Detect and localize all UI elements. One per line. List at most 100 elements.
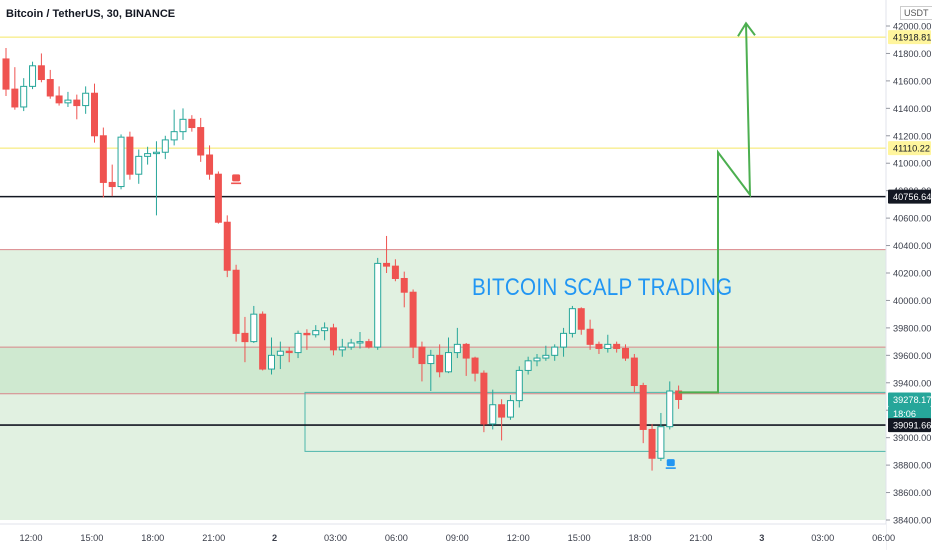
y-tick-label: 41200.00 (893, 131, 931, 141)
y-tick-label: 40600.00 (893, 214, 931, 224)
candle-body (639, 385, 647, 430)
candle-up (453, 327, 461, 359)
y-tick-label: 41800.00 (893, 49, 931, 59)
candle-up (268, 337, 275, 375)
symbol-title: Bitcoin / TetherUS, 30, BINANCE (6, 8, 176, 20)
candle-body (383, 262, 391, 267)
candle-body (82, 92, 90, 107)
price-label-yellow: 41918.81 (888, 30, 931, 45)
candle-down (55, 86, 63, 106)
candle-body (524, 360, 532, 371)
candle-body (613, 343, 621, 349)
candle-down (648, 423, 656, 471)
price-label-yellow: 41110.22 (888, 141, 931, 156)
candle-body (55, 95, 63, 104)
x-tick-label: 03:00 (811, 533, 834, 543)
sell-marker-icon (231, 174, 242, 185)
price-label-black: 39091.66 (888, 418, 931, 433)
price-label-countdown: 18:06 (888, 406, 931, 421)
y-tick-label: 38800.00 (893, 461, 931, 471)
price-label-text: 39278.17 (893, 395, 931, 405)
candle-down (46, 69, 54, 99)
candle-body (648, 428, 656, 459)
candle-body (259, 313, 267, 370)
candle-down (232, 264, 240, 342)
projection-path (678, 23, 752, 394)
candle-body (294, 332, 302, 354)
candle-down (383, 235, 391, 273)
candle-body (29, 65, 37, 87)
candle-body (135, 155, 143, 175)
candle-body (427, 354, 435, 365)
candle-up (356, 332, 364, 349)
candle-body (418, 346, 426, 365)
candle-body (630, 357, 638, 387)
candle-body (666, 390, 674, 428)
y-tick-label: 41600.00 (893, 76, 931, 86)
candle-up (524, 356, 532, 375)
candle-up (489, 389, 497, 430)
candle-body (37, 65, 45, 81)
candle-body (436, 354, 444, 373)
candle-body (91, 92, 98, 137)
x-tick-label: 18:00 (141, 533, 164, 543)
candle-down (126, 131, 134, 180)
candle-up (338, 338, 346, 357)
candle-down (206, 145, 214, 180)
x-tick-label: 12:00 (507, 533, 530, 543)
y-tick-label: 39600.00 (893, 351, 931, 361)
y-tick-label: 39800.00 (893, 323, 931, 333)
candle-body (595, 343, 603, 349)
candle-up (374, 257, 382, 350)
candle-body (268, 354, 275, 370)
y-tick-label: 40400.00 (893, 241, 931, 251)
candle-down (400, 271, 408, 308)
candle-body (506, 400, 514, 418)
candle-body (206, 154, 214, 175)
candle-body (152, 151, 160, 155)
price-label-bg (888, 141, 931, 156)
candle-body (471, 357, 479, 374)
candle-body (551, 346, 559, 356)
candle-down (586, 319, 594, 350)
price-label-current: 39278.17 (888, 392, 931, 407)
candle-up (347, 338, 355, 350)
candle-body (285, 350, 293, 354)
candle-body (453, 343, 461, 354)
candle-up (179, 108, 187, 140)
candle-body (409, 291, 417, 348)
candle-body (338, 346, 346, 351)
arrow-head-icon (737, 21, 756, 37)
price-label-bg (888, 418, 931, 433)
y-tick-label: 42000.00 (893, 22, 931, 32)
chart-headline: BITCOIN SCALP TRADING (472, 274, 733, 301)
candle-up (82, 86, 90, 114)
candle-down (462, 342, 470, 376)
x-tick-label: 06:00 (872, 533, 895, 543)
candle-down (303, 329, 311, 350)
candle-down (197, 117, 205, 162)
candle-down (418, 341, 426, 382)
candle-up (312, 325, 320, 338)
candle-body (144, 153, 152, 157)
candle-body (73, 99, 81, 107)
candle-body (533, 357, 541, 362)
cup-body (666, 459, 675, 467)
candle-up (20, 78, 28, 112)
candle-body (586, 328, 594, 345)
currency-label: USDT (900, 6, 932, 20)
candle-body (126, 136, 134, 175)
candle-down (214, 171, 222, 224)
candle-up (445, 337, 452, 374)
candle-up (144, 146, 152, 165)
candle-up (542, 345, 550, 361)
candle-body (542, 354, 550, 359)
price-axis-bg (886, 0, 932, 550)
candle-body (675, 390, 683, 400)
cup-body (232, 174, 241, 182)
candle-down (630, 353, 638, 393)
candle-body (250, 313, 258, 343)
candle-body (241, 332, 249, 343)
candle-body (197, 127, 205, 156)
